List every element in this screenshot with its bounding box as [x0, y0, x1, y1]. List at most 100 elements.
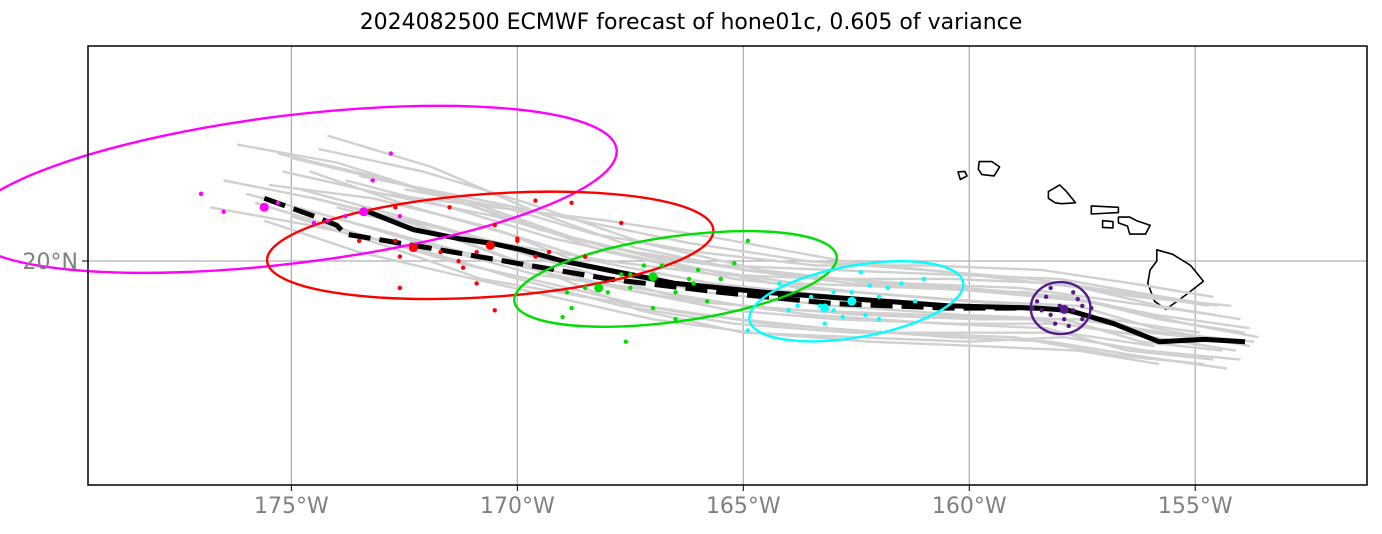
hawaii-islands — [957, 160, 1205, 311]
ensemble-point — [582, 285, 588, 291]
ensemble-point — [311, 220, 317, 226]
ensemble-point — [438, 249, 443, 255]
ensemble-point — [885, 285, 891, 291]
ensemble-point — [686, 276, 692, 282]
chart-title: 2024082500 ECMWF forecast of hone01c, 0.… — [359, 10, 1023, 35]
ensemble-point — [1080, 303, 1085, 309]
island-maui — [1117, 216, 1151, 235]
center-marker — [820, 303, 830, 313]
ensemble-point — [673, 317, 678, 322]
island-oahu — [1047, 184, 1077, 205]
y-tick-label: 20°N — [23, 250, 78, 275]
x-tick-label: 175°W — [254, 494, 329, 519]
ensemble-point — [393, 205, 398, 210]
ensemble-point — [1052, 321, 1058, 326]
ensemble-point — [325, 218, 330, 223]
x-tick-label: 165°W — [706, 494, 781, 519]
uncertainty-ellipses — [0, 104, 1092, 343]
scatter-points — [198, 151, 1094, 344]
ensemble-point — [1066, 323, 1071, 329]
ensemble-track — [404, 188, 1214, 299]
ensemble-point — [492, 308, 497, 313]
ensemble-point — [840, 314, 845, 320]
ensemble-point — [1043, 294, 1049, 300]
center-marker — [359, 207, 369, 217]
ensemble-track — [327, 134, 1250, 330]
uncertainty-ellipse — [265, 190, 715, 301]
ensemble-point — [1034, 299, 1040, 304]
uncertainty-ellipse — [748, 260, 965, 343]
ensemble-point — [1071, 308, 1076, 313]
ensemble-point — [474, 281, 479, 286]
ensemble-point — [745, 328, 751, 333]
ensemble-point — [786, 308, 791, 313]
ensemble-point — [560, 314, 565, 320]
ensemble-point — [1039, 308, 1044, 313]
ensemble-point — [456, 258, 461, 264]
ensemble-point — [275, 200, 281, 205]
ensemble-point — [628, 285, 633, 291]
ensemble-point — [546, 249, 552, 255]
ensemble-track — [358, 174, 1209, 307]
ensemble-point — [533, 254, 538, 259]
ensemble-track — [291, 215, 1228, 370]
ensemble-point — [623, 339, 629, 344]
ensemble-point — [912, 299, 918, 304]
ensemble-point — [515, 236, 520, 241]
x-tick-label: 155°W — [1158, 494, 1233, 519]
ensemble-point — [1075, 296, 1080, 302]
ensemble-point — [370, 178, 375, 183]
ensemble-point — [221, 209, 226, 214]
ensemble-point — [822, 321, 827, 326]
ensemble-point — [533, 198, 538, 203]
ensemble-point — [1048, 312, 1053, 317]
ensemble-point — [393, 238, 398, 244]
island-kauai — [977, 160, 1001, 177]
ensemble-point — [198, 191, 204, 197]
ensemble-point — [849, 290, 854, 295]
center-marker — [648, 272, 658, 282]
ensemble-track — [313, 197, 1237, 352]
ensemble-point — [732, 261, 737, 266]
ensemble-point — [1030, 305, 1035, 311]
ensemble-point — [397, 214, 403, 219]
ensemble-point — [397, 254, 403, 259]
uncertainty-ellipse — [0, 104, 618, 275]
ensemble-point — [867, 283, 873, 288]
center-marker — [485, 240, 495, 250]
ensemble-point — [921, 276, 927, 282]
ensemble-point — [808, 294, 814, 300]
ensemble-point — [605, 290, 610, 295]
ensemble-point — [641, 263, 647, 268]
center-marker — [259, 202, 269, 212]
ensemble-point — [1089, 305, 1094, 311]
ensemble-point — [695, 267, 701, 273]
ensemble-point — [474, 249, 479, 255]
map-frame — [87, 45, 1368, 486]
ensemble-point — [673, 290, 678, 295]
island-lanai — [1101, 219, 1114, 229]
x-tick-label: 160°W — [932, 494, 1007, 519]
ensemble-point — [460, 265, 466, 270]
island-niihau — [957, 170, 968, 181]
ensemble-point — [1061, 317, 1067, 322]
uncertainty-ellipse — [513, 229, 838, 328]
ensemble-point — [356, 238, 362, 244]
island-hawaii — [1147, 249, 1205, 311]
ensemble-point — [858, 270, 864, 275]
center-markers — [259, 202, 1069, 314]
ensemble-point — [569, 305, 574, 311]
ensemble-point — [831, 308, 836, 313]
ensemble-point — [1080, 317, 1085, 322]
ensemble-point — [704, 299, 710, 304]
ensemble-point — [1071, 290, 1076, 295]
ensemble-point — [1048, 285, 1053, 291]
ensemble-track — [263, 219, 1160, 366]
center-marker — [847, 296, 857, 306]
ensemble-point — [899, 281, 904, 286]
ensemble-point — [447, 205, 452, 210]
ensemble-point — [343, 214, 348, 219]
ensemble-point — [619, 272, 624, 277]
ensemble-point — [795, 303, 800, 309]
